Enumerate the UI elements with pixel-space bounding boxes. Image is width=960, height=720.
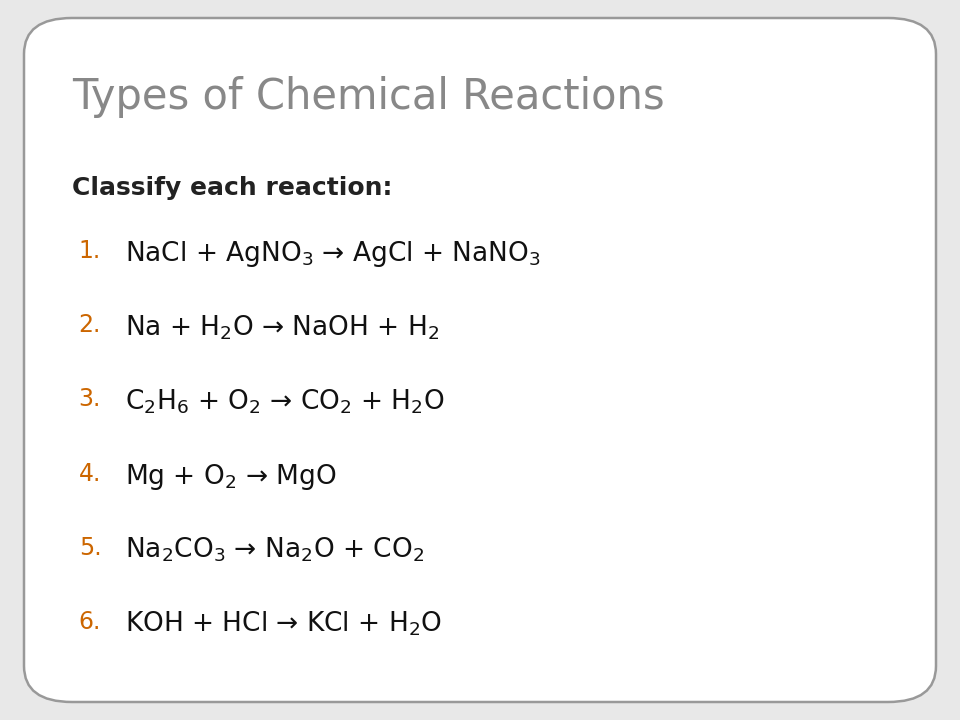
Text: 3.: 3. bbox=[79, 387, 101, 411]
Text: 4.: 4. bbox=[79, 462, 101, 485]
Text: NaCl + AgNO$_3$ → AgCl + NaNO$_3$: NaCl + AgNO$_3$ → AgCl + NaNO$_3$ bbox=[125, 239, 540, 269]
Text: 2.: 2. bbox=[79, 313, 101, 337]
Text: Classify each reaction:: Classify each reaction: bbox=[72, 176, 393, 200]
Text: 6.: 6. bbox=[79, 610, 101, 634]
FancyBboxPatch shape bbox=[24, 18, 936, 702]
Text: C$_2$H$_6$ + O$_2$ → CO$_2$ + H$_2$O: C$_2$H$_6$ + O$_2$ → CO$_2$ + H$_2$O bbox=[125, 387, 444, 416]
Text: Na + H$_2$O → NaOH + H$_2$: Na + H$_2$O → NaOH + H$_2$ bbox=[125, 313, 440, 342]
Text: KOH + HCl → KCl + H$_2$O: KOH + HCl → KCl + H$_2$O bbox=[125, 610, 442, 639]
Text: 1.: 1. bbox=[79, 239, 101, 263]
Text: Types of Chemical Reactions: Types of Chemical Reactions bbox=[72, 76, 664, 117]
Text: Mg + O$_2$ → MgO: Mg + O$_2$ → MgO bbox=[125, 462, 336, 492]
Text: 5.: 5. bbox=[79, 536, 102, 559]
Text: Na$_2$CO$_3$ → Na$_2$O + CO$_2$: Na$_2$CO$_3$ → Na$_2$O + CO$_2$ bbox=[125, 536, 424, 564]
